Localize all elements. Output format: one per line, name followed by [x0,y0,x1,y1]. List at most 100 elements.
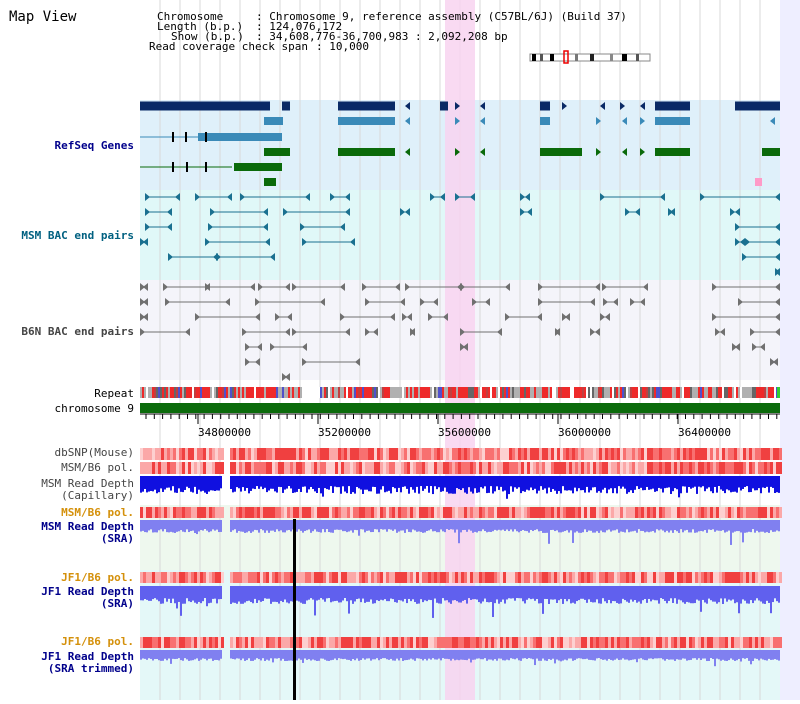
jf1-pol-cell [332,572,335,583]
jf1-trim-depth-bar [462,650,464,660]
repeat-element [312,387,314,398]
gene-arrow [140,328,145,336]
msm-depth-cap-bar [202,476,204,491]
gene-feature [338,101,395,111]
msm-depth-sra-bar [348,520,350,532]
jf1-trim-depth-bar [678,650,680,660]
msm-pol-2-cell [497,507,500,518]
msm-pol-cell [446,462,449,474]
jf1-trim-depth-bar [314,650,316,661]
msm-depth-sra-bar [220,520,222,532]
track-label-chromosome: chromosome 9 [54,402,134,415]
gene-arrow [270,253,275,261]
jf1-trim-depth-bar [622,650,624,659]
repeat-element [656,387,658,398]
repeat-element [296,387,298,398]
msm-pol-cell [503,462,506,474]
msm-pol-2-cell [500,507,503,518]
gene-arrow [302,358,307,366]
jf1-pol-2-cell [479,637,482,648]
jf1-depth-sra-bar [540,586,542,604]
jf1-trim-depth-bar [516,650,518,659]
jf1-pol-cell [305,572,308,583]
jf1-pol-2-cell [653,637,656,648]
msm-pol-cell [776,462,779,474]
msm-pol-2-cell [401,507,404,518]
dbsnp-cell [632,448,635,460]
jf1-depth-sra-bar [246,586,248,602]
msm-depth-sra-bar [318,520,320,533]
gene-arrow [640,298,645,306]
msm-depth-cap-bar [514,476,516,488]
jf1-depth-sra-bar [428,586,430,600]
repeat-element [600,387,602,398]
jf1-pol-2-cell [302,637,305,648]
msm-pol-2-cell [272,507,275,518]
jf1-trim-depth-bar [604,650,606,660]
jf1-depth-sra-bar [758,586,760,601]
jf1-trim-depth-bar [274,650,276,659]
jf1-depth-sra-bar [752,586,754,604]
dbsnp-cell [614,448,617,460]
msm-depth-cap-bar [442,476,444,492]
jf1-depth-sra-bar [264,586,266,599]
msm-depth-cap-bar [710,476,712,492]
jf1-pol-2-cell [473,637,476,648]
msm-depth-sra-bar [538,520,540,532]
ideogram-band [540,54,543,61]
jf1-trim-depth-bar [484,650,486,659]
jf1-trim-depth-bar [620,650,622,660]
gene-feature [755,178,762,186]
track-label-jf1-depth-sub: (SRA) [100,597,134,610]
ideogram-band [610,54,613,61]
jf1-pol-cell [167,572,170,583]
msm-depth-sra-bar [284,520,286,533]
repeat-element [140,387,142,398]
jf1-pol-cell [524,572,527,583]
msm-depth-sra-bar [766,520,768,533]
msm-depth-sra-bar [518,520,520,533]
msm-pol-2-cell [572,507,575,518]
jf1-depth-sra-bar [298,586,300,602]
jf1-trim-depth-bar [352,650,354,660]
jf1-depth-sra-bar [672,586,674,603]
msm-pol-cell [614,462,617,474]
jf1-trim-depth-bar [372,650,374,660]
jf1-trim-depth-bar [758,650,760,661]
jf1-pol-cell [395,572,398,583]
repeat-element [710,387,712,398]
jf1-pol-2-cell [425,637,428,648]
jf1-trim-depth-bar [316,650,318,661]
repeat-element [336,387,338,398]
jf1-trim-depth-bar [634,650,636,660]
jf1-pol-2-cell [308,637,311,648]
gene-arrow [773,358,778,366]
msm-pol-cell [617,462,620,474]
jf1-pol-2-cell [269,637,272,648]
gene-arrow [287,313,292,321]
msm-depth-cap-bar [242,476,244,488]
msm-depth-cap-bar [436,476,438,490]
dbsnp-cell [272,448,275,460]
msm-depth-cap-bar [498,476,500,490]
msm-depth-sra-bar [740,520,742,533]
repeat-element [532,387,534,398]
jf1-depth-sra-bar [712,586,714,602]
jf1-pol-cell [761,572,764,583]
jf1-pol-cell [668,572,671,583]
jf1-pol-2-cell [287,637,290,648]
jf1-pol-cell [767,572,770,583]
repeat-element [480,387,482,398]
msm-pol-2-cell [308,507,311,518]
msm-depth-cap-bar [540,476,542,487]
gene-arrow [775,328,780,336]
repeat-element [228,387,230,398]
jf1-depth-sra-bar [204,586,206,599]
msm-depth-sra-bar [186,520,188,530]
msm-pol-cell [239,462,242,474]
msm-pol-cell [599,462,602,474]
jf1-pol-2-cell [464,637,467,648]
msm-pol-cell [662,462,665,474]
repeat-element [492,387,494,398]
